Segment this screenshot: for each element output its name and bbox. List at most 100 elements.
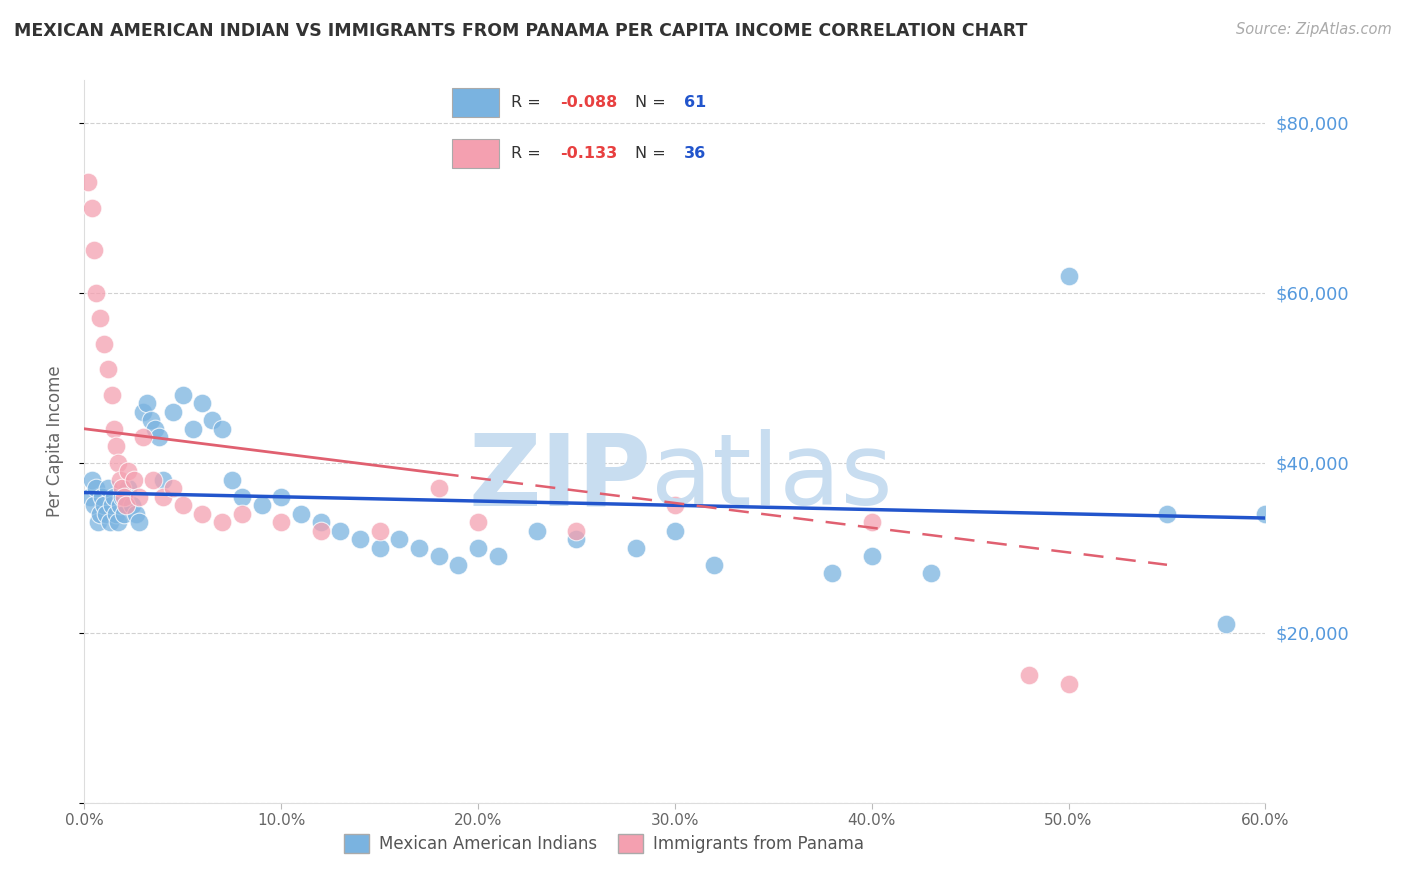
FancyBboxPatch shape <box>453 88 499 117</box>
Text: atlas: atlas <box>651 429 893 526</box>
Text: N =: N = <box>634 146 671 161</box>
Text: -0.088: -0.088 <box>561 95 617 110</box>
Point <box>104 507 127 521</box>
Point <box>427 549 450 564</box>
Point <box>221 473 243 487</box>
Point <box>162 481 184 495</box>
Point <box>821 566 844 581</box>
Point <box>664 498 686 512</box>
Point <box>860 516 883 530</box>
Point <box>664 524 686 538</box>
Point <box>107 516 129 530</box>
Point <box>368 541 391 555</box>
Text: ZIP: ZIP <box>468 429 651 526</box>
Point <box>231 507 253 521</box>
Point <box>143 422 166 436</box>
Text: -0.133: -0.133 <box>561 146 617 161</box>
Legend: Mexican American Indians, Immigrants from Panama: Mexican American Indians, Immigrants fro… <box>337 827 870 860</box>
Point <box>368 524 391 538</box>
Point <box>329 524 352 538</box>
Point <box>270 516 292 530</box>
Point <box>148 430 170 444</box>
Point <box>201 413 224 427</box>
Point <box>388 533 411 547</box>
Point <box>486 549 509 564</box>
Point <box>565 524 588 538</box>
Point <box>87 516 110 530</box>
Point <box>101 498 124 512</box>
Point <box>107 456 129 470</box>
Point <box>103 422 125 436</box>
Point <box>142 473 165 487</box>
Text: R =: R = <box>510 95 546 110</box>
FancyBboxPatch shape <box>453 139 499 168</box>
Point <box>526 524 548 538</box>
Point <box>97 481 120 495</box>
Text: R =: R = <box>510 146 546 161</box>
Point <box>162 405 184 419</box>
Point <box>112 490 135 504</box>
Point <box>1254 507 1277 521</box>
Point <box>103 490 125 504</box>
Text: N =: N = <box>634 95 671 110</box>
Point <box>93 498 115 512</box>
Point <box>124 507 146 521</box>
Point <box>152 473 174 487</box>
Point <box>111 490 134 504</box>
Point <box>349 533 371 547</box>
Point <box>703 558 725 572</box>
Point <box>231 490 253 504</box>
Point <box>1057 268 1080 283</box>
Point <box>270 490 292 504</box>
Point <box>111 481 134 495</box>
Point <box>141 413 163 427</box>
Point <box>132 430 155 444</box>
Point <box>122 473 145 487</box>
Point <box>1156 507 1178 521</box>
Point <box>112 507 135 521</box>
Point <box>121 498 143 512</box>
Point <box>1018 668 1040 682</box>
Point <box>128 516 150 530</box>
Point <box>117 464 139 478</box>
Point <box>1057 677 1080 691</box>
Point <box>427 481 450 495</box>
Point <box>104 439 127 453</box>
Text: MEXICAN AMERICAN INDIAN VS IMMIGRANTS FROM PANAMA PER CAPITA INCOME CORRELATION : MEXICAN AMERICAN INDIAN VS IMMIGRANTS FR… <box>14 22 1028 40</box>
Point <box>447 558 470 572</box>
Point <box>1215 617 1237 632</box>
Point <box>117 481 139 495</box>
Point <box>290 507 312 521</box>
Point <box>467 516 489 530</box>
Point <box>128 490 150 504</box>
Point <box>108 473 131 487</box>
Point <box>108 498 131 512</box>
Point <box>309 524 332 538</box>
Point <box>101 388 124 402</box>
Point <box>624 541 647 555</box>
Y-axis label: Per Capita Income: Per Capita Income <box>45 366 63 517</box>
Point <box>136 396 159 410</box>
Point <box>408 541 430 555</box>
Point <box>89 311 111 326</box>
Text: Source: ZipAtlas.com: Source: ZipAtlas.com <box>1236 22 1392 37</box>
Point <box>860 549 883 564</box>
Point <box>94 507 117 521</box>
Point <box>565 533 588 547</box>
Point <box>83 498 105 512</box>
Point <box>467 541 489 555</box>
Point <box>191 396 214 410</box>
Point <box>191 507 214 521</box>
Point <box>98 516 121 530</box>
Point <box>211 422 233 436</box>
Point <box>82 201 104 215</box>
Point <box>920 566 942 581</box>
Point <box>83 244 105 258</box>
Text: 36: 36 <box>685 146 706 161</box>
Point <box>97 362 120 376</box>
Point <box>172 498 194 512</box>
Point <box>114 498 136 512</box>
Point <box>82 473 104 487</box>
Point <box>89 507 111 521</box>
Point <box>152 490 174 504</box>
